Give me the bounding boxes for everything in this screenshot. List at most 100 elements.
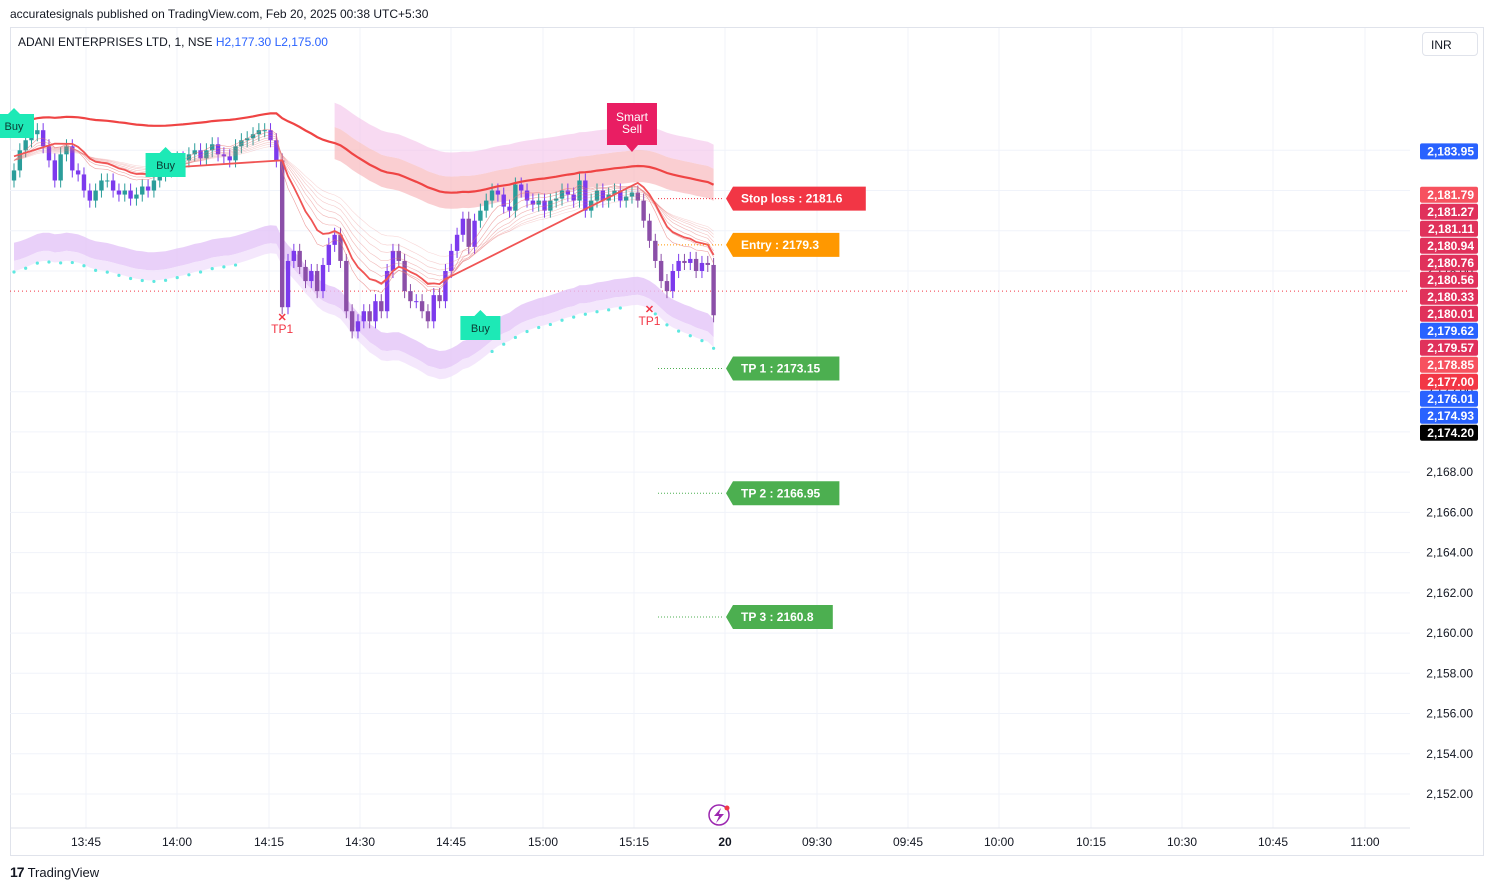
candle-body xyxy=(484,200,489,211)
price-tick-label: 2,168.00 xyxy=(1426,465,1473,479)
buy-signal: Buy xyxy=(145,147,186,177)
published-caption: accuratesignals published on TradingView… xyxy=(10,7,429,21)
band-dot xyxy=(198,270,203,274)
price-badge: 2,183.95 xyxy=(1420,143,1478,160)
candle-body xyxy=(583,180,588,211)
time-tick-label: 15:15 xyxy=(619,835,649,849)
trailing-line-red xyxy=(13,142,715,286)
footer-brand[interactable]: 17 TradingView xyxy=(10,864,99,880)
candle-body xyxy=(688,258,693,263)
ema-fan-line xyxy=(13,128,714,294)
currency-button[interactable]: INR xyxy=(1422,32,1478,56)
candle-body xyxy=(11,170,17,181)
tradingview-logo-icon: 17 xyxy=(10,864,25,880)
candle-body xyxy=(670,271,675,292)
candle-body xyxy=(215,144,221,155)
candle-body xyxy=(338,234,343,261)
time-tick-label: 10:00 xyxy=(984,835,1014,849)
indicator-lines xyxy=(13,113,715,294)
candle-body xyxy=(116,190,122,195)
candle-body xyxy=(309,271,314,282)
time-tick-label: 10:30 xyxy=(1167,835,1197,849)
candle-body xyxy=(210,144,215,151)
symbol-legend[interactable]: ADANI ENTERPRISES LTD, 1, NSE H2,177.30 … xyxy=(18,35,328,49)
ema-fan-line xyxy=(13,146,714,257)
time-tick-label: 11:00 xyxy=(1350,835,1379,849)
time-tick-label: 10:45 xyxy=(1258,835,1288,849)
buy-signal: Buy xyxy=(460,310,501,340)
candle-body xyxy=(70,146,75,171)
band-dot xyxy=(712,346,716,350)
tp-mark: TP1 xyxy=(638,305,661,328)
band-dot xyxy=(210,266,214,271)
price-tick-label: 2,154.00 xyxy=(1426,747,1473,761)
price-badge-box xyxy=(1420,305,1478,322)
candle-body xyxy=(647,220,652,241)
candle-body xyxy=(134,194,139,199)
candle-body xyxy=(379,301,384,312)
time-tick-label: 10:15 xyxy=(1076,835,1106,849)
candle-body xyxy=(320,264,326,292)
candle-body xyxy=(495,190,501,195)
price-badge-box xyxy=(1420,237,1478,254)
band-dot xyxy=(222,265,226,269)
level-tag-label: TP 2 : 2166.95 xyxy=(741,486,820,500)
candle-body xyxy=(390,250,396,271)
price-badge-label: 2,183.95 xyxy=(1427,144,1474,158)
level-tag: TP 3 : 2160.8 xyxy=(726,604,833,629)
price-badge-label: 2,174.20 xyxy=(1427,426,1474,440)
band-dot xyxy=(560,318,564,322)
band-dot xyxy=(653,312,657,316)
level-tag-label: TP 1 : 2173.15 xyxy=(741,362,820,376)
price-badge: 2,176.01 xyxy=(1420,390,1478,407)
candle-body xyxy=(17,150,23,171)
candle-body xyxy=(676,260,681,271)
candle-body xyxy=(186,154,192,161)
band-dot xyxy=(152,279,156,284)
candle-body xyxy=(705,262,710,265)
time-tick-label: 13:45 xyxy=(71,835,101,849)
candle-body xyxy=(577,180,582,201)
level-tag-box xyxy=(726,604,833,629)
lightning-icon-bolt xyxy=(714,808,724,823)
price-badge: 2,180.01 xyxy=(1420,305,1478,322)
candle-body xyxy=(414,301,419,303)
candle-body xyxy=(204,150,209,159)
time-tick-label: 14:00 xyxy=(162,835,192,849)
band-dot xyxy=(677,329,681,333)
level-tag-label: Stop loss : 2181.6 xyxy=(741,192,843,206)
price-badge-box xyxy=(1420,254,1478,271)
price-tick-label: 2,166.00 xyxy=(1426,505,1473,519)
band-dot xyxy=(175,275,179,280)
candle-body xyxy=(536,200,541,205)
candle-body xyxy=(443,271,448,302)
ema-fan-line xyxy=(13,139,714,277)
band-dot xyxy=(59,261,63,265)
price-badge-label: 2,181.27 xyxy=(1427,205,1474,219)
candle-body xyxy=(233,146,238,161)
candle-body xyxy=(612,190,617,195)
band-dot xyxy=(572,315,576,319)
time-axis: 13:45 14:00 14:15 14:30 14:45 15:00 15:15 20 09:… xyxy=(10,804,1410,849)
band-dot xyxy=(105,270,109,274)
candle-body xyxy=(250,134,256,139)
candle-body xyxy=(449,250,454,271)
candle-body xyxy=(513,184,518,211)
level-tag: Stop loss : 2181.6 xyxy=(726,186,866,211)
candle-body xyxy=(653,240,658,261)
buy-signal-label: Buy xyxy=(5,121,24,133)
price-badge-box xyxy=(1420,390,1478,407)
price-badge-box xyxy=(1420,288,1478,305)
price-badge-label: 2,180.33 xyxy=(1427,290,1474,304)
price-tick-label: 2,164.00 xyxy=(1426,546,1473,560)
band-dot xyxy=(163,278,168,282)
candle-body xyxy=(157,174,162,181)
tp-mark-x xyxy=(278,313,286,321)
lightning-icon-dot xyxy=(724,805,730,811)
candle-body xyxy=(431,295,436,322)
lightning-icon-ring xyxy=(708,804,730,826)
level-tag-box xyxy=(726,186,866,211)
candle-body xyxy=(594,190,600,201)
